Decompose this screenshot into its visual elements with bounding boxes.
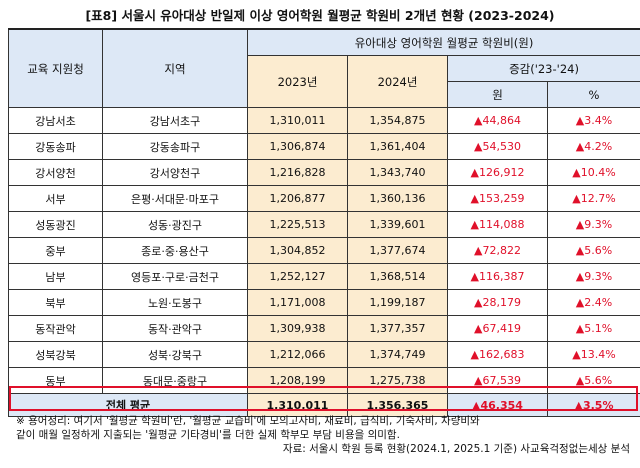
cell-pct: ▲5.6% [546,367,640,394]
header-won: 원 [447,81,548,108]
cell-pct: ▲13.4% [546,341,640,368]
cell-won: ▲153,259 [447,185,548,212]
header-2024: 2024년 [347,55,448,108]
cell-region: 은평·서대문·마포구 [102,185,248,212]
cell-y2023: 1,212,066 [247,341,348,368]
cell-office: 강동송파 [8,133,103,160]
cell-y2024: 1,343,740 [347,159,448,186]
cell-pct: ▲9.3% [546,211,640,238]
cell-region: 강서양천구 [102,159,248,186]
table-row: 동작관악 동작·관악구 1,309,938 1,377,357 ▲67,419 ▲5.1% [8,315,640,342]
cell-y2023: 1,252,127 [247,263,348,290]
header-office: 교육 지원청 [8,28,103,108]
cell-y2023: 1,304,852 [247,237,348,264]
cell-y2024: 1,275,738 [347,367,448,394]
cell-region: 영등포·구로·금천구 [102,263,248,290]
cell-won: ▲44,864 [447,107,548,134]
cell-region: 동대문·중랑구 [102,367,248,394]
cell-office: 강서양천 [8,159,103,186]
cell-won: ▲162,683 [447,341,548,368]
table-row: 남부 영등포·구로·금천구 1,252,127 1,368,514 ▲116,387 ▲9… [8,263,640,290]
cell-won: ▲28,179 [447,289,548,316]
cell-region: 노원·도봉구 [102,289,248,316]
cell-pct: ▲4.2% [546,133,640,160]
tuition-table: 교육 지원청 지역 유아대상 영어학원 월평균 학원비(원) 2023년 2024년 증… [8,28,640,417]
cell-y2024: 1,377,674 [347,237,448,264]
cell-y2024: 1,377,357 [347,315,448,342]
cell-y2023: 1,310,011 [247,107,348,134]
cell-won: ▲114,088 [447,211,548,238]
cell-office: 중부 [8,237,103,264]
table-row: 북부 노원·도봉구 1,171,008 1,199,187 ▲28,179 ▲2.4% [8,289,640,316]
cell-office: 강남서초 [8,107,103,134]
cell-pct: ▲2.4% [546,289,640,316]
note-line-2: 같이 매월 일정하게 지출되는 '월평균 기타경비'를 더한 실제 학부모 부담… [16,429,400,441]
cell-office: 성동광진 [8,211,103,238]
header-2023: 2023년 [247,55,348,108]
table-row: 강동송파 강동송파구 1,306,874 1,361,404 ▲54,530 ▲4.2% [8,133,640,160]
table-row: 강서양천 강서양천구 1,216,828 1,343,740 ▲126,912 ▲10.4… [8,159,640,186]
table-title: [표8] 서울시 유아대상 반일제 이상 영어학원 월평균 학원비 2개년 현황… [85,8,555,23]
cell-y2023: 1,208,199 [247,367,348,394]
cell-pct: ▲10.4% [546,159,640,186]
cell-won: ▲54,530 [447,133,548,160]
note-line-1: ※ 용어정리: 여기서 '월평균 학원비'란, '월평균 교습비'에 모의고사비… [16,415,480,427]
cell-y2023: 1,306,874 [247,133,348,160]
table-row: 서부 은평·서대문·마포구 1,206,877 1,360,136 ▲153,259 ▲1… [8,185,640,212]
cell-region: 동작·관악구 [102,315,248,342]
cell-region: 강남서초구 [102,107,248,134]
cell-won: ▲67,539 [447,367,548,394]
table-row: 중부 종로·중·용산구 1,304,852 1,377,674 ▲72,822 ▲5.6% [8,237,640,264]
cell-pct: ▲12.7% [546,185,640,212]
cell-y2024: 1,199,187 [347,289,448,316]
header-group: 유아대상 영어학원 월평균 학원비(원) [246,28,640,56]
cell-region: 성동·광진구 [102,211,248,238]
cell-y2024: 1,339,601 [347,211,448,238]
header-change: 증감('23-'24) [446,55,640,82]
table-row: 성동광진 성동·광진구 1,225,513 1,339,601 ▲114,088 ▲9.3… [8,211,640,238]
table-row: 강남서초 강남서초구 1,310,011 1,354,875 ▲44,864 ▲3.4% [8,107,640,134]
cell-office: 남부 [8,263,103,290]
cell-office: 북부 [8,289,103,316]
cell-office: 동부 [8,367,103,394]
cell-pct: ▲5.1% [546,315,640,342]
cell-region: 종로·중·용산구 [102,237,248,264]
cell-y2024: 1,360,136 [347,185,448,212]
cell-office: 서부 [8,185,103,212]
cell-office: 동작관악 [8,315,103,342]
cell-office: 성북강북 [8,341,103,368]
header-pct: % [546,81,640,108]
cell-region: 성북·강북구 [102,341,248,368]
footnote: ※ 용어정리: 여기서 '월평균 학원비'란, '월평균 교습비'에 모의고사비… [16,414,636,456]
cell-y2023: 1,309,938 [247,315,348,342]
cell-won: ▲72,822 [447,237,548,264]
cell-region: 강동송파구 [102,133,248,160]
cell-y2024: 1,361,404 [347,133,448,160]
source: 자료: 서울시 학원 등록 현황(2024.1, 2025.1 기준) 사교육걱… [282,443,630,455]
cell-pct: ▲3.4% [546,107,640,134]
cell-won: ▲126,912 [447,159,548,186]
cell-y2023: 1,171,008 [247,289,348,316]
cell-pct: ▲9.3% [546,263,640,290]
cell-y2024: 1,374,749 [347,341,448,368]
cell-pct: ▲5.6% [546,237,640,264]
cell-y2023: 1,216,828 [247,159,348,186]
table-row: 성북강북 성북·강북구 1,212,066 1,374,749 ▲162,683 ▲13.… [8,341,640,368]
cell-won: ▲116,387 [447,263,548,290]
cell-won: ▲67,419 [447,315,548,342]
cell-y2024: 1,354,875 [347,107,448,134]
header-region: 지역 [102,28,248,108]
cell-y2023: 1,225,513 [247,211,348,238]
cell-y2023: 1,206,877 [247,185,348,212]
table-row: 동부 동대문·중랑구 1,208,199 1,275,738 ▲67,539 ▲5.6% [8,367,640,394]
cell-y2024: 1,368,514 [347,263,448,290]
